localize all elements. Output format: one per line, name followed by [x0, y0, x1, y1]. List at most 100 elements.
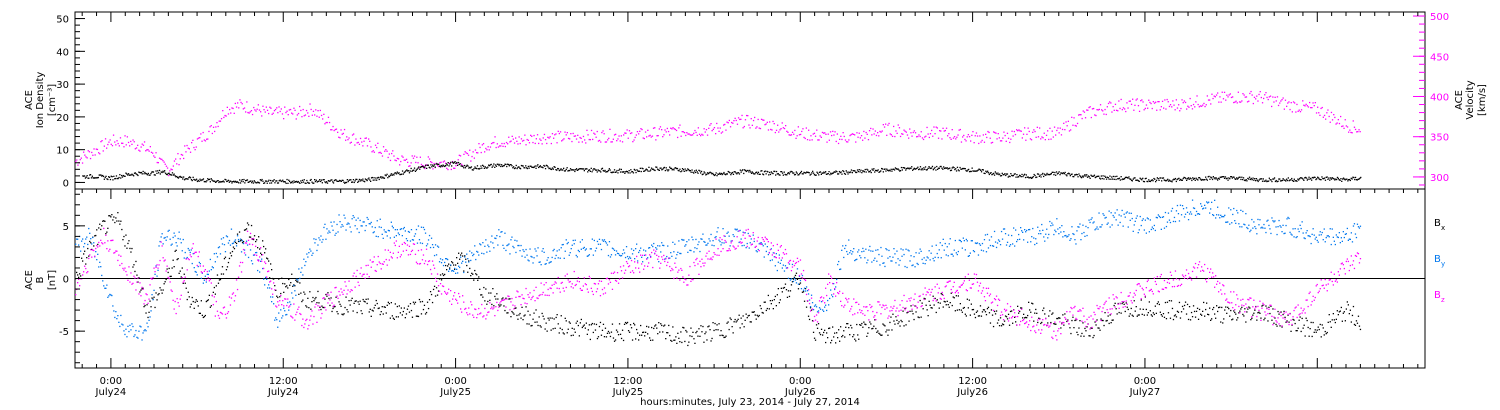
bx-point: [1137, 314, 1139, 316]
velocity-point: [790, 134, 793, 136]
bx-point: [558, 332, 560, 334]
density-point: [1163, 179, 1165, 181]
by-point: [756, 251, 758, 253]
by-point: [890, 260, 892, 262]
by-point: [573, 243, 575, 245]
velocity-point: [1026, 133, 1028, 135]
bx-point: [423, 304, 426, 306]
bx-point: [500, 304, 502, 306]
bx-point: [104, 220, 106, 222]
velocity-point: [99, 153, 101, 155]
density-point: [220, 181, 222, 183]
density-point: [247, 181, 249, 183]
by-point: [634, 258, 636, 260]
by-point: [382, 237, 384, 239]
by-point: [426, 243, 429, 245]
bx-point: [912, 313, 914, 315]
bx-point: [1094, 321, 1096, 323]
by-point: [520, 244, 522, 247]
density-point: [547, 166, 549, 168]
bx-point: [359, 300, 361, 302]
bx-point: [114, 221, 116, 224]
bx-point: [1315, 331, 1317, 333]
bx-point: [276, 295, 278, 297]
density-point: [522, 165, 524, 167]
bx-point: [903, 325, 905, 327]
velocity-point: [582, 135, 585, 138]
bx-point: [600, 334, 603, 336]
by-point: [774, 265, 776, 267]
by-point: [1166, 221, 1169, 223]
velocity-point: [98, 152, 100, 154]
velocity-point: [664, 129, 666, 131]
bx-point: [1138, 314, 1140, 316]
by-point: [1049, 220, 1051, 223]
velocity-point: [294, 109, 296, 111]
velocity-point: [889, 133, 891, 135]
by-point: [333, 221, 335, 223]
by-point: [472, 254, 474, 257]
bx-point: [1168, 300, 1171, 302]
bx-point: [879, 333, 881, 335]
bx-point: [1024, 317, 1026, 319]
by-point: [1067, 235, 1069, 237]
bx-point: [475, 273, 477, 275]
by-point: [857, 251, 859, 253]
density-point: [109, 178, 112, 181]
density-point: [1175, 180, 1177, 183]
density-point: [343, 181, 345, 183]
velocity-point: [88, 151, 91, 153]
bx-point: [168, 267, 170, 270]
bx-point: [543, 318, 545, 320]
by-point: [282, 315, 284, 317]
velocity-point: [539, 138, 541, 140]
bx-point: [408, 311, 411, 313]
bx-point: [586, 333, 588, 335]
density-point: [1260, 178, 1262, 180]
by-point: [842, 245, 844, 247]
density-point: [790, 170, 792, 173]
bx-point: [1270, 305, 1272, 307]
velocity-point: [83, 151, 85, 153]
velocity-point: [250, 110, 253, 112]
bx-point: [1305, 317, 1307, 319]
by-point: [873, 259, 875, 261]
density-point: [1138, 180, 1140, 182]
density-point: [364, 178, 367, 180]
bx-point: [1342, 312, 1344, 314]
density-point: [854, 170, 856, 172]
by-point: [1100, 226, 1102, 228]
velocity-point: [307, 112, 309, 114]
density-point: [745, 170, 747, 173]
bx-point: [699, 335, 701, 337]
velocity-point: [248, 112, 250, 114]
density-point: [1043, 175, 1045, 178]
velocity-point: [1160, 106, 1162, 108]
bx-point: [769, 300, 771, 302]
bx-point: [511, 310, 513, 313]
bx-point: [256, 239, 258, 241]
velocity-point: [202, 131, 204, 134]
velocity-point: [910, 132, 912, 134]
bx-point: [1255, 305, 1257, 308]
velocity-point: [1289, 108, 1291, 111]
velocity-point: [965, 140, 967, 142]
density-point: [1317, 177, 1320, 179]
density-point: [556, 169, 558, 171]
velocity-point: [1244, 96, 1246, 98]
bx-point: [428, 299, 431, 301]
density-point: [1092, 175, 1094, 177]
density-point: [956, 166, 959, 168]
by-point: [131, 323, 133, 325]
by-point: [298, 268, 300, 270]
velocity-point: [1232, 96, 1234, 98]
by-point: [996, 242, 999, 244]
density-point: [649, 170, 651, 172]
bx-point: [255, 240, 257, 243]
by-point: [932, 257, 934, 260]
velocity-point: [885, 123, 887, 125]
density-point: [424, 166, 426, 168]
by-point: [536, 255, 538, 257]
bx-point: [1150, 314, 1152, 316]
bx-point: [241, 242, 244, 244]
